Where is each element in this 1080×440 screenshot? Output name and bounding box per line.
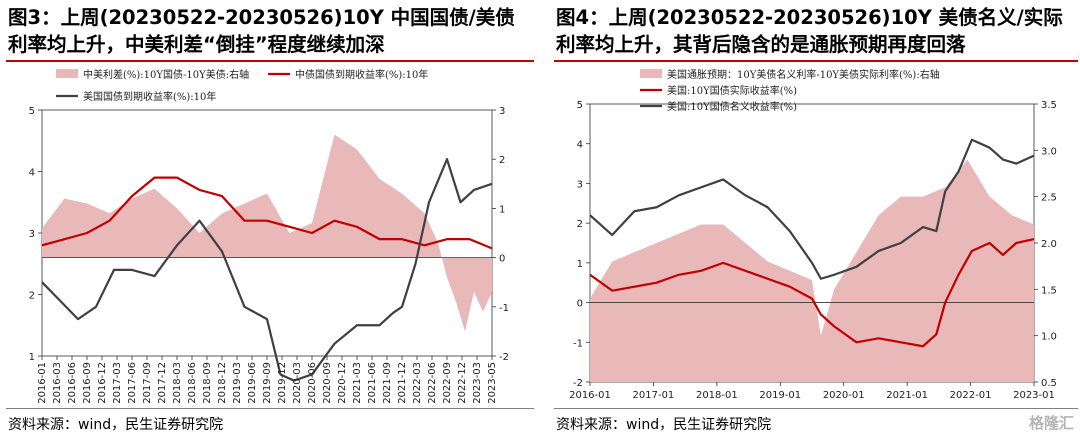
legend-entry: 美国通胀预期：10Y美债名义利率-10Y美债实际利率(%):右轴 xyxy=(667,68,940,81)
x-tick-label: 2017-03 xyxy=(112,362,123,404)
y-right-tick-label: 0 xyxy=(499,254,505,265)
title-rule xyxy=(6,60,534,62)
x-tick-label: 2020-01 xyxy=(823,390,865,401)
x-tick-label: 2022-09 xyxy=(442,362,453,404)
x-tick-label: 2021-12 xyxy=(397,362,408,404)
x-tick-label: 2022-12 xyxy=(457,362,468,404)
x-tick-label: 2018-03 xyxy=(172,362,183,404)
line-series xyxy=(41,158,493,382)
y-left-tick-label: 5 xyxy=(29,106,35,117)
y-right-tick-label: 2.0 xyxy=(1041,239,1057,250)
y-right-tick-label: 1.5 xyxy=(1041,285,1057,296)
x-tick-label: 2017-09 xyxy=(142,362,153,404)
x-tick-label: 2021-06 xyxy=(367,362,378,404)
x-tick-label: 2017-12 xyxy=(157,362,168,404)
source-note: 资料来源：wind，民生证券研究院 xyxy=(556,417,772,433)
source-rule xyxy=(6,408,534,409)
x-tick-label: 2016-01 xyxy=(37,362,48,404)
legend-entry: 美国:10Y国债实际收益率(%) xyxy=(667,84,797,97)
y-left-tick-label: 2 xyxy=(29,291,35,302)
legend-entry: 美国国债到期收益率(%):10年 xyxy=(83,90,216,103)
y-left-tick-label: -1 xyxy=(573,338,583,349)
y-left-tick-label: 4 xyxy=(29,168,35,179)
x-tick-label: 2023-03 xyxy=(472,362,483,404)
x-tick-label: 2016-06 xyxy=(67,362,78,404)
y-right-tick-label: 1 xyxy=(499,204,505,215)
watermark-logo: 格隆汇 xyxy=(1028,414,1074,432)
line-series xyxy=(589,138,1035,280)
x-tick-label: 2016-12 xyxy=(97,362,108,404)
area-series xyxy=(590,159,1034,382)
legend-swatch xyxy=(56,69,78,78)
chart-svg: 中美利差(%):10Y国债-10Y美债:右轴 中债国债到期收益率(%):10年美国… xyxy=(29,68,509,404)
x-tick-label: 2019-03 xyxy=(232,362,243,404)
x-tick-label: 2019-06 xyxy=(247,362,258,404)
line-series xyxy=(589,237,1035,348)
x-tick-label: 2018-06 xyxy=(187,362,198,404)
x-tick-label: 2022-06 xyxy=(427,362,438,404)
y-right-tick-label: -1 xyxy=(499,303,509,314)
y-left-tick-label: 1 xyxy=(577,259,583,270)
y-right-tick-label: 0.5 xyxy=(1041,378,1057,389)
x-tick-label: 2019-12 xyxy=(277,362,288,404)
line-series xyxy=(41,176,493,250)
chart-title: 图3：上周(20230522-20230526)10Y 中国国债/美债利率均上升… xyxy=(8,6,515,56)
chart-panel-right: 图4：上周(20230522-20230526)10Y 美债名义/实际利率均上升… xyxy=(548,0,1080,440)
y-left-tick-label: 3 xyxy=(577,179,583,190)
chart-svg: 美国通胀预期：10Y美债名义利率-10Y美债实际利率(%):右轴美国:10Y国债… xyxy=(569,68,1057,401)
x-tick-label: 2021-01 xyxy=(886,390,928,401)
y-left-tick-label: 5 xyxy=(577,100,583,111)
x-tick-label: 2020-12 xyxy=(337,362,348,404)
x-tick-label: 2021-09 xyxy=(382,362,393,404)
y-left-tick-label: 3 xyxy=(29,229,35,240)
chart-title: 图4：上周(20230522-20230526)10Y 美债名义/实际利率均上升… xyxy=(556,6,1063,56)
legend-entry: 中债国债到期收益率(%):10年 xyxy=(295,68,428,81)
x-tick-label: 2022-03 xyxy=(412,362,423,404)
x-tick-label: 2018-01 xyxy=(696,390,738,401)
x-tick-label: 2018-09 xyxy=(202,362,213,404)
source-rule xyxy=(554,408,1078,409)
x-tick-label: 2019-09 xyxy=(262,362,273,404)
x-tick-label: 2023-01 xyxy=(1013,390,1055,401)
chart-panel-left: 图3：上周(20230522-20230526)10Y 中国国债/美债利率均上升… xyxy=(6,6,534,433)
y-right-tick-label: 2 xyxy=(499,155,505,166)
y-left-tick-label: 2 xyxy=(577,219,583,230)
x-tick-label: 2017-06 xyxy=(127,362,138,404)
y-right-tick-label: 3.5 xyxy=(1041,100,1057,111)
x-tick-label: 2020-06 xyxy=(307,362,318,404)
x-tick-label: 2022-01 xyxy=(950,390,992,401)
y-left-tick-label: 0 xyxy=(577,299,583,310)
title-rule xyxy=(554,60,1078,62)
x-tick-label: 2017-01 xyxy=(633,390,675,401)
y-right-tick-label: 1.0 xyxy=(1041,332,1057,343)
y-right-tick-label: -2 xyxy=(499,352,509,363)
x-tick-label: 2019-01 xyxy=(759,390,801,401)
area-series xyxy=(42,134,492,332)
x-tick-label: 2018-12 xyxy=(217,362,228,404)
legend-swatch xyxy=(640,69,662,78)
y-right-tick-label: 3 xyxy=(499,106,505,117)
y-left-tick-label: 4 xyxy=(577,140,583,151)
x-tick-label: 2020-03 xyxy=(292,362,303,404)
source-note: 资料来源：wind，民生证券研究院 xyxy=(8,417,224,433)
y-right-tick-label: 2.5 xyxy=(1041,193,1057,204)
x-tick-label: 2016-01 xyxy=(569,390,611,401)
x-tick-label: 2016-03 xyxy=(52,362,63,404)
y-left-tick-label: 1 xyxy=(29,352,35,363)
x-tick-label: 2021-03 xyxy=(352,362,363,404)
legend-entry: 美国:10Y国债名义收益率(%) xyxy=(667,100,797,113)
y-left-tick-label: -2 xyxy=(573,378,583,389)
x-tick-label: 2023-05 xyxy=(487,362,498,404)
y-right-tick-label: 3.0 xyxy=(1041,146,1057,157)
legend-entry: 中美利差(%):10Y国债-10Y美债:右轴 xyxy=(83,68,249,81)
x-tick-label: 2016-09 xyxy=(82,362,93,404)
x-tick-label: 2020-09 xyxy=(322,362,333,404)
